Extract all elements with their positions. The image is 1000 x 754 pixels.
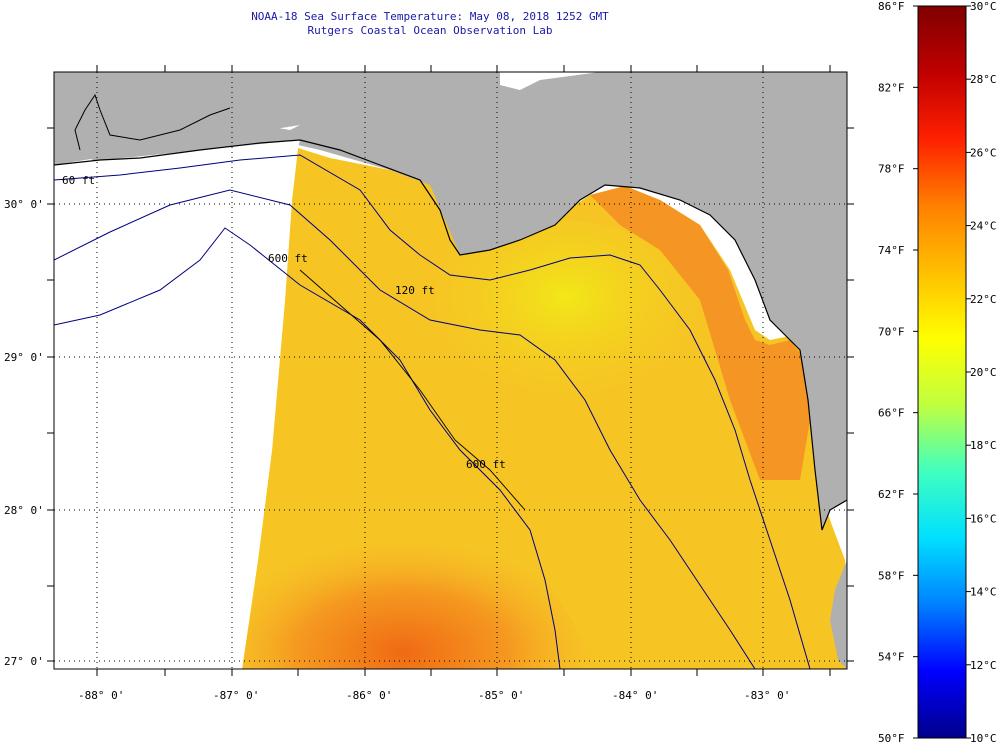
lat-axis: 30° 0' 29° 0' 28° 0' 27° 0' — [4, 198, 44, 668]
coastline-bay — [74, 93, 231, 151]
lon-tick-label: -87° 0' — [213, 689, 259, 702]
colorbar-c-label: 30°C — [970, 0, 997, 13]
lat-tick-label: 29° 0' — [4, 351, 44, 364]
lon-tick-label: -85° 0' — [478, 689, 524, 702]
colorbar-c-label: 26°C — [970, 146, 997, 159]
colorbar-c-label: 22°C — [970, 293, 997, 306]
isobath-600ft-shelf — [299, 269, 526, 511]
colorbar-f-label: 58°F — [878, 569, 905, 582]
lon-tick-label: -88° 0' — [78, 689, 124, 702]
lon-axis: -88° 0' -87° 0' -86° 0' -85° 0' -84° 0' … — [78, 689, 790, 702]
lon-tick-label: -86° 0' — [346, 689, 392, 702]
colorbar-c-label: 20°C — [970, 366, 997, 379]
land-mass — [54, 72, 847, 530]
isobath-label-600a: 600 ft — [268, 252, 308, 265]
colorbar-f-label: 70°F — [878, 325, 905, 338]
colorbar-c-label: 28°C — [970, 73, 997, 86]
isobath-120ft — [54, 189, 756, 669]
colorbar-f-label: 54°F — [878, 651, 905, 664]
colorbar-c-label: 10°C — [970, 732, 997, 745]
lon-tick-label: -84° 0' — [612, 689, 658, 702]
lat-tick-label: 27° 0' — [4, 655, 44, 668]
white-no-data — [54, 140, 300, 669]
colorbar-c-label: 16°C — [970, 512, 997, 525]
isobath-label-120: 120 ft — [395, 284, 435, 297]
colorbar-ticks: 86°F 82°F 78°F 74°F 70°F 66°F 62°F 58°F 54°F 50°F… — [878, 0, 997, 745]
sst-cool-patch — [410, 220, 710, 440]
colorbar-f-label: 74°F — [878, 244, 905, 257]
colorbar-c-label: 14°C — [970, 586, 997, 599]
colorbar-f-label: 62°F — [878, 488, 905, 501]
land-peninsula-south — [830, 560, 847, 669]
colorbar-f-label: 66°F — [878, 407, 905, 420]
colorbar-f-label: 86°F — [878, 0, 905, 13]
map-subtitle: Rutgers Coastal Ocean Observation Lab — [307, 24, 553, 37]
grid-lines — [54, 72, 847, 669]
colorbar-f-label: 78°F — [878, 163, 905, 176]
colorbar — [917, 5, 967, 739]
map-title: NOAA-18 Sea Surface Temperature: May 08,… — [251, 10, 609, 23]
frame-ticks — [47, 65, 854, 676]
colorbar-c-label: 12°C — [970, 659, 997, 672]
isobath-label-600b: 600 ft — [466, 458, 506, 471]
lon-tick-label: -83° 0' — [744, 689, 790, 702]
colorbar-c-label: 18°C — [970, 439, 997, 452]
lat-tick-label: 30° 0' — [4, 198, 44, 211]
sst-nearshore-warm — [590, 186, 810, 480]
colorbar-f-label: 82°F — [878, 81, 905, 94]
map-frame — [53, 71, 848, 670]
colorbar-c-label: 24°C — [970, 220, 997, 233]
coastline — [54, 139, 847, 531]
colorbar-f-label: 50°F — [878, 732, 905, 745]
sst-warm-patch — [242, 460, 600, 669]
lat-tick-label: 28° 0' — [4, 504, 44, 517]
isobath-label-60: 60 ft — [62, 174, 95, 187]
isobath-60ft — [54, 154, 811, 669]
